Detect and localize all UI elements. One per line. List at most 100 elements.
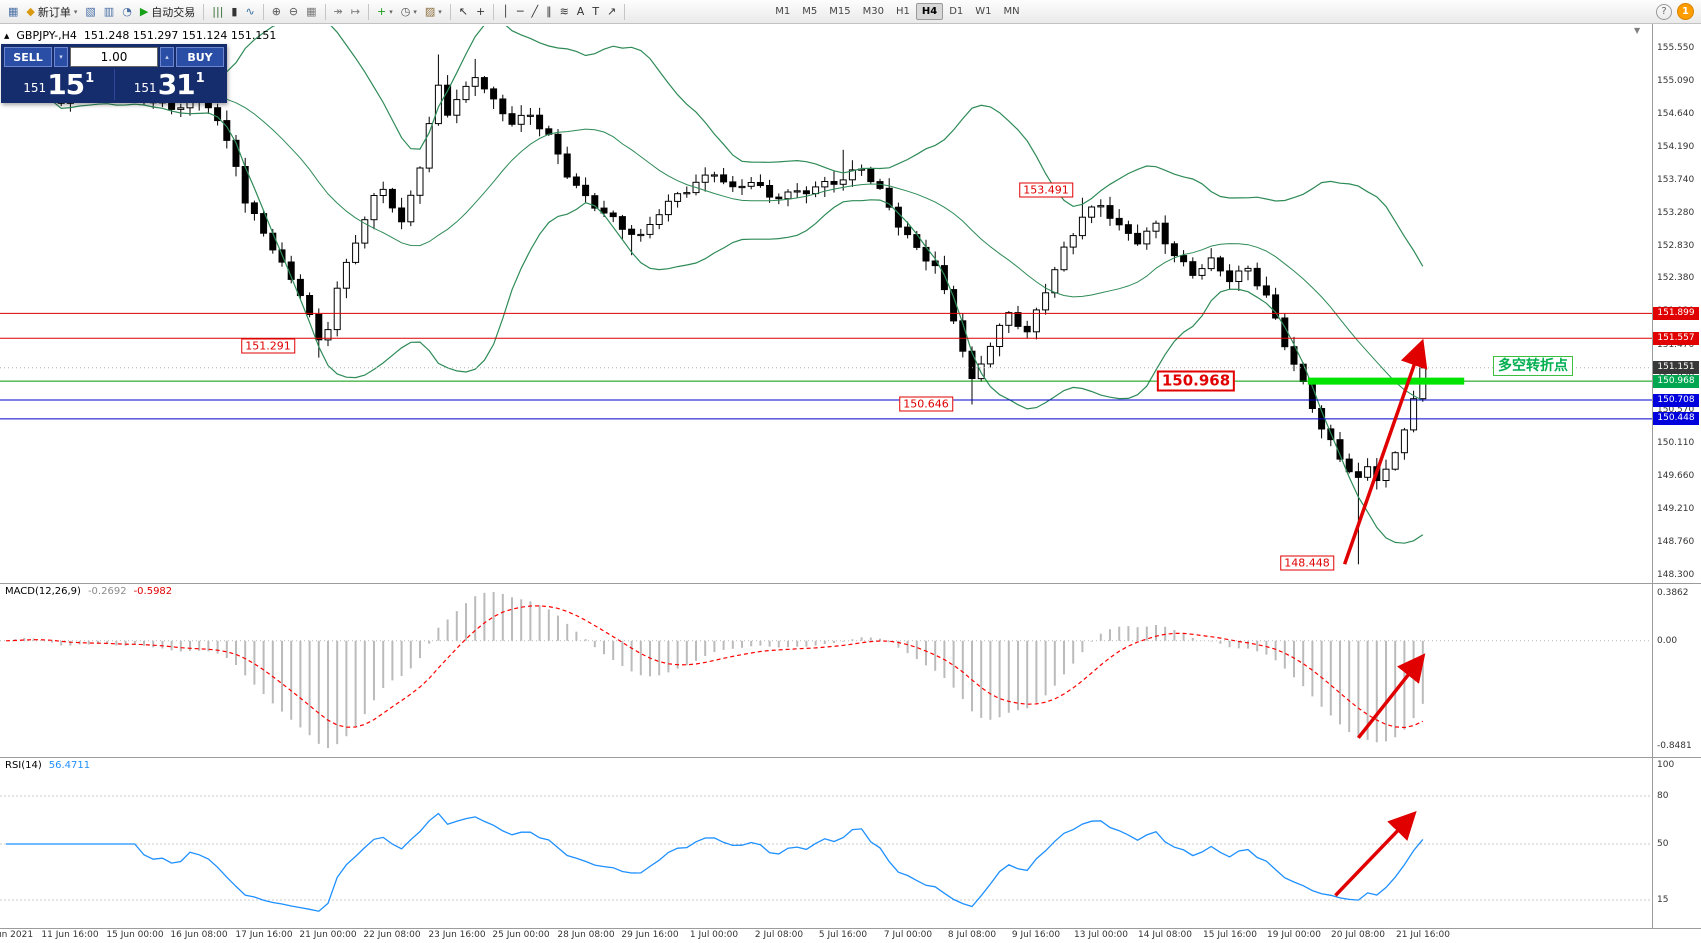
timeframe-m5-button[interactable]: M5 <box>802 6 818 17</box>
macd-main-value: -0.2692 <box>87 586 127 597</box>
timeframe-h1-button[interactable]: H1 <box>895 6 910 17</box>
buy-price-button[interactable]: 151 31 1 <box>115 69 225 100</box>
indicators-add-button[interactable]: + ▾ <box>373 1 397 23</box>
price-axis-tag-150-708: 150.708 <box>1653 394 1699 407</box>
zoom-in-button[interactable]: ⊕ <box>268 1 285 23</box>
volume-increase-button[interactable]: ▴ <box>160 47 174 67</box>
new-order-dropdown-caret-icon[interactable]: ▾ <box>73 7 78 16</box>
timeframe-m1-button[interactable]: M1 <box>775 6 791 17</box>
time-axis-label: 17 Jun 16:00 <box>235 930 293 940</box>
macd-window-resize-divider[interactable] <box>0 583 1701 584</box>
text-label-icon: T <box>592 5 600 18</box>
time-axis-label: 22 Jun 08:00 <box>363 930 421 940</box>
sell-button[interactable]: SELL <box>4 47 52 67</box>
indicators-add-icon: + <box>376 5 387 18</box>
time-axis-label: 15 Jun 00:00 <box>106 930 164 940</box>
chart-shift-icon: ↦ <box>350 5 360 18</box>
candlestick-chart-button[interactable]: ▮ <box>227 1 241 23</box>
rsi-window-resize-divider[interactable] <box>0 757 1701 758</box>
price-axis-tag-150-448: 150.448 <box>1653 412 1699 425</box>
timeframe-w1-button[interactable]: W1 <box>975 6 992 17</box>
price-axis-tick: 148.760 <box>1657 537 1695 547</box>
time-axis-label: 11 Jun 16:00 <box>41 930 99 940</box>
price-axis-divider <box>1652 24 1653 928</box>
toolbar-separator <box>262 3 264 20</box>
cursor-button[interactable]: ↖ <box>455 1 472 23</box>
rsi-scale-top: 100 <box>1657 760 1675 770</box>
help-icon[interactable]: ? <box>1656 3 1672 20</box>
vertical-line-button[interactable]: │ <box>498 1 513 23</box>
rsi-layer <box>0 795 1652 912</box>
time-axis-label: 2 Jul 08:00 <box>754 930 804 940</box>
macd-trend-arrow <box>1357 653 1426 739</box>
horizontal-line-button[interactable]: ─ <box>513 1 528 23</box>
new-chart-button[interactable]: ▦ <box>4 1 22 23</box>
timeframe-m30-button[interactable]: M30 <box>862 6 884 17</box>
price-axis-tick: 154.190 <box>1657 142 1695 152</box>
bar-chart-button[interactable]: ||| <box>208 1 227 23</box>
timeframe-d1-button[interactable]: D1 <box>949 6 964 17</box>
charts-profile-button[interactable]: ▧ <box>81 1 99 23</box>
auto-scroll-button[interactable]: ↠ <box>330 1 347 23</box>
price-axis-tick: 149.660 <box>1657 471 1695 481</box>
price-axis-tick: 155.550 <box>1657 43 1695 53</box>
volume-input[interactable] <box>70 47 158 67</box>
volume-decrease-button[interactable]: ▾ <box>54 47 68 67</box>
zoom-in-icon: ⊕ <box>271 5 281 18</box>
text-label-button[interactable]: T <box>588 1 603 23</box>
macd-indicator-label: MACD(12,26,9) -0.2692 -0.5982 <box>5 586 172 597</box>
line-chart-button[interactable]: ∿ <box>241 1 258 23</box>
trade-panel-prices: 151 15 1 151 31 1 <box>4 69 224 100</box>
periods-icon: ◷ <box>400 5 411 18</box>
timeframe-h4-button[interactable]: H4 <box>915 3 944 20</box>
price-axis-tag-151-151: 151.151 <box>1653 361 1699 374</box>
chart-shift-button[interactable]: ↦ <box>347 1 364 23</box>
sell-price-button[interactable]: 151 15 1 <box>4 69 115 100</box>
periods-button[interactable]: ◷ ▾ <box>397 1 421 23</box>
chart-shift-marker-icon[interactable]: ▼ <box>1634 26 1641 35</box>
arrows-tool-button[interactable]: ↗ <box>603 1 620 23</box>
text-button[interactable]: A <box>573 1 589 23</box>
tile-windows-button[interactable]: ▦ <box>302 1 320 23</box>
notification-badge[interactable]: 1 <box>1677 3 1694 20</box>
indicators-add-dropdown-caret-icon[interactable]: ▾ <box>389 7 393 16</box>
price-axis-tick: 148.300 <box>1657 570 1695 580</box>
main-toolbar: ▦ ◆ 新订单 ▾ ▧ ▥ ◔ ▶ 自动交易 ||| ▮ ∿ ⊕ ⊖ ▦ ↠ ↦ + ▾ ◷ ▾ ▨ ▾ ↖ + │ ─ ╱ ∥ ≋ A T ↗… <box>0 0 1701 24</box>
alerts-button[interactable]: ◔ <box>118 1 136 23</box>
rsi-level-15: 15 <box>1657 895 1669 905</box>
templates-dropdown-caret-icon[interactable]: ▾ <box>438 7 442 16</box>
equidistant-channel-button[interactable]: ∥ <box>542 1 556 23</box>
price-axis-tick: 154.640 <box>1657 109 1695 119</box>
candles-layer <box>2 45 1427 565</box>
autotrading-button[interactable]: ▶ 自动交易 <box>136 1 199 23</box>
price-axis-tag-151-899: 151.899 <box>1653 307 1699 320</box>
horizontal-line-icon: ─ <box>516 5 524 18</box>
equidistant-channel-icon: ∥ <box>546 5 552 18</box>
macd-layer <box>0 592 1652 748</box>
price-axis-tag-150-968: 150.968 <box>1653 375 1699 388</box>
buy-button[interactable]: BUY <box>176 47 224 67</box>
new-order-button[interactable]: ◆ 新订单 ▾ <box>22 1 81 23</box>
crosshair-button[interactable]: + <box>472 1 489 23</box>
crosshair-icon: + <box>475 5 486 18</box>
fibonacci-retracement-button[interactable]: ≋ <box>556 1 573 23</box>
zoom-out-icon: ⊖ <box>288 5 299 18</box>
price-axis-tick: 151.470 <box>1657 340 1695 350</box>
level-lines-layer <box>0 312 1652 420</box>
toolbar-separator <box>624 3 626 20</box>
zoom-out-button[interactable]: ⊖ <box>285 1 302 23</box>
time-axis-label: 20 Jul 08:00 <box>1331 930 1385 940</box>
data-window-button[interactable]: ▥ <box>100 1 118 23</box>
timeframe-mn-button[interactable]: MN <box>1003 6 1020 17</box>
timeframe-m15-button[interactable]: M15 <box>829 6 851 17</box>
trendline-button[interactable]: ╱ <box>527 1 542 23</box>
templates-button[interactable]: ▨ ▾ <box>421 1 446 23</box>
periods-dropdown-caret-icon[interactable]: ▾ <box>413 7 417 16</box>
macd-scale-max: 0.3862 <box>1657 588 1689 598</box>
chart-symbol-info: ▲ GBPJPY-,H4 151.248 151.297 151.124 151… <box>4 29 276 42</box>
price-axis-tick: 152.830 <box>1657 241 1695 251</box>
charts-profile-icon: ▧ <box>85 5 96 18</box>
bar-chart-icon: ||| <box>212 5 224 18</box>
